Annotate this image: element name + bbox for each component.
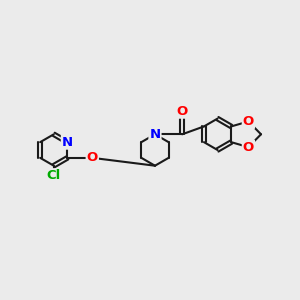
Text: Cl: Cl (47, 169, 61, 182)
Text: N: N (62, 136, 73, 148)
Text: O: O (243, 141, 254, 154)
Text: N: N (149, 128, 161, 141)
Text: O: O (243, 115, 254, 128)
Text: O: O (177, 105, 188, 118)
Text: O: O (87, 152, 98, 164)
